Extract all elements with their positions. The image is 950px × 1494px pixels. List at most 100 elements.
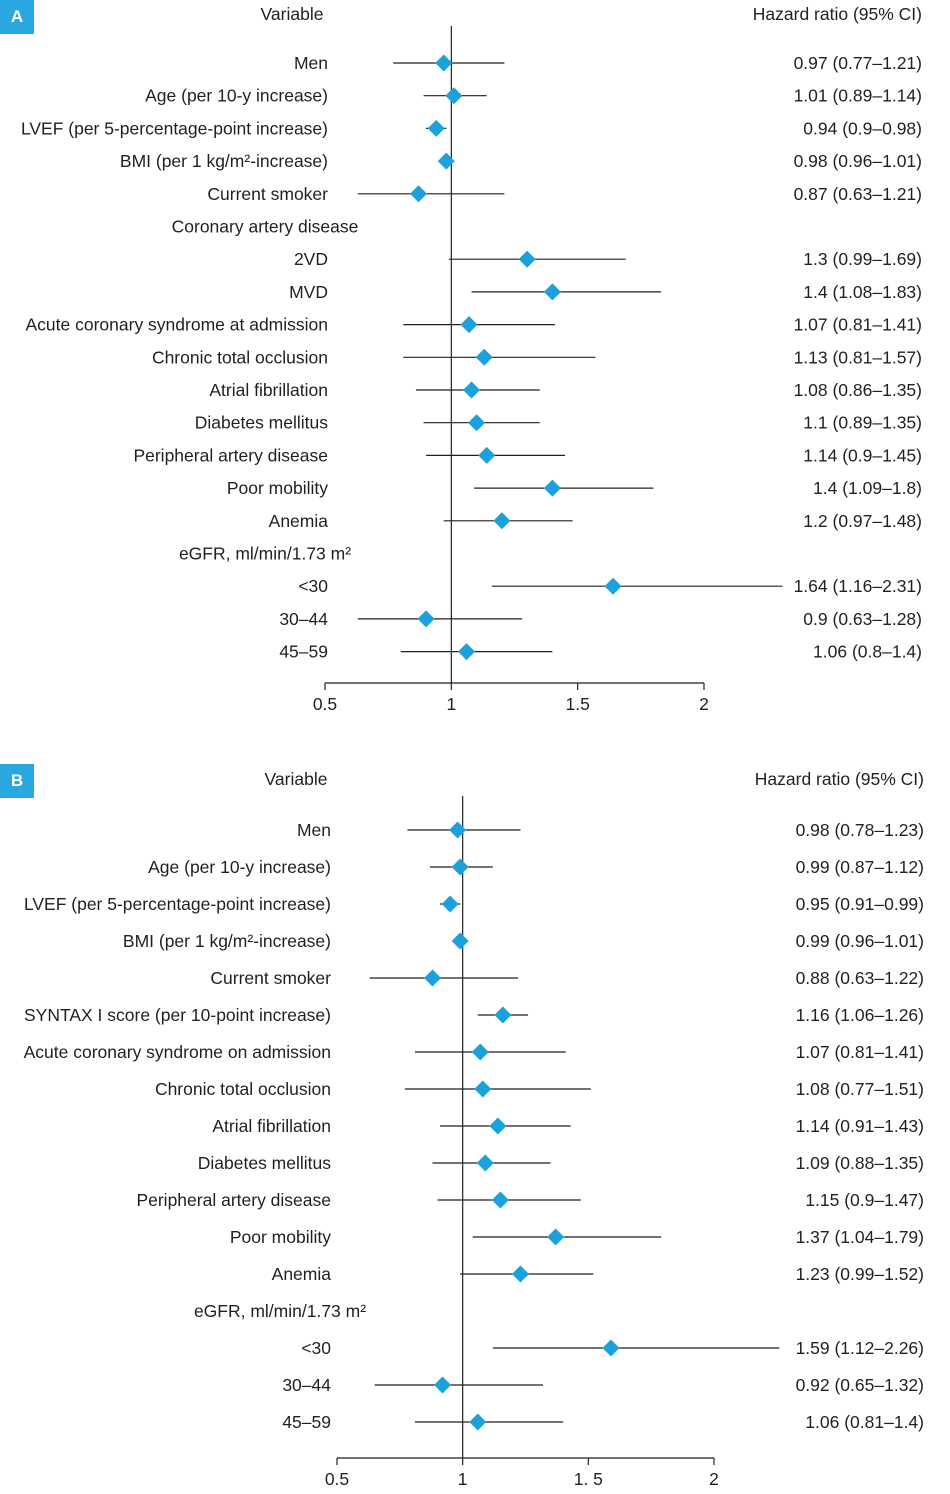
- row-label: Atrial fibrillation: [209, 380, 328, 400]
- hazard-ratio-marker: [474, 1080, 492, 1098]
- row-label: Current smoker: [207, 184, 328, 204]
- row-label: <30: [298, 576, 328, 596]
- hazard-ratio-value: 1.13 (0.81–1.57): [794, 347, 922, 367]
- hazard-ratio-marker: [417, 610, 435, 628]
- hazard-ratio-marker: [471, 1043, 489, 1061]
- hazard-ratio-value: 0.98 (0.78–1.23): [796, 820, 924, 840]
- column-header-hazard-ratio: Hazard ratio (95% CI): [755, 769, 924, 789]
- hazard-ratio-marker: [511, 1265, 529, 1283]
- hazard-ratio-value: 0.99 (0.96–1.01): [796, 931, 924, 951]
- row-label: Current smoker: [210, 968, 331, 988]
- hazard-ratio-value: 1.2 (0.97–1.48): [803, 511, 922, 531]
- row-label: SYNTAX I score (per 10-point increase): [24, 1005, 331, 1025]
- hazard-ratio-value: 1.15 (0.9–1.47): [805, 1190, 924, 1210]
- hazard-ratio-marker: [493, 512, 511, 530]
- hazard-ratio-marker: [451, 932, 469, 950]
- hazard-ratio-marker: [491, 1191, 509, 1209]
- hazard-ratio-value: 1.08 (0.86–1.35): [794, 380, 922, 400]
- row-label: BMI (per 1 kg/m²-increase): [123, 931, 331, 951]
- hazard-ratio-value: 1.01 (0.89–1.14): [794, 86, 922, 106]
- hazard-ratio-marker: [475, 348, 493, 366]
- row-label: BMI (per 1 kg/m²-increase): [120, 151, 328, 171]
- forest-plot-b: Variable Hazard ratio (95% CI) 0.5 1 1. 5 2 Me…: [24, 769, 924, 1489]
- row-label: LVEF (per 5-percentage-point increase): [24, 894, 331, 914]
- row-label: Age (per 10-y increase): [145, 86, 328, 106]
- hazard-ratio-marker: [424, 969, 442, 987]
- forest-plot-panel-a: A Variable Hazard ratio (95% CI) 0.5 1 1.5 2 M…: [0, 0, 950, 725]
- hazard-ratio-value: 1.06 (0.81–1.4): [805, 1412, 924, 1432]
- row-label: Poor mobility: [230, 1227, 331, 1247]
- row-label: Peripheral artery disease: [136, 1190, 331, 1210]
- hazard-ratio-value: 0.9 (0.63–1.28): [803, 609, 922, 629]
- hazard-ratio-value: 0.98 (0.96–1.01): [794, 151, 922, 171]
- hazard-ratio-value: 1.64 (1.16–2.31): [794, 576, 922, 596]
- x-tick-label: 1: [458, 1469, 468, 1489]
- hazard-ratio-value: 0.97 (0.77–1.21): [794, 53, 922, 73]
- group-header-label: eGFR, ml/min/1.73 m²: [179, 544, 351, 564]
- hazard-ratio-marker: [460, 316, 478, 334]
- hazard-ratio-value: 1.23 (0.99–1.52): [796, 1264, 924, 1284]
- hazard-ratio-marker: [437, 152, 455, 170]
- hazard-ratio-value: 1.09 (0.88–1.35): [796, 1153, 924, 1173]
- hazard-ratio-value: 1.14 (0.91–1.43): [796, 1116, 924, 1136]
- hazard-ratio-value: 1.08 (0.77–1.51): [796, 1079, 924, 1099]
- hazard-ratio-value: 1.59 (1.12–2.26): [796, 1338, 924, 1358]
- hazard-ratio-marker: [409, 185, 427, 203]
- row-label: Atrial fibrillation: [212, 1116, 331, 1136]
- hazard-ratio-value: 1.3 (0.99–1.69): [803, 249, 922, 269]
- hazard-ratio-value: 1.07 (0.81–1.41): [796, 1042, 924, 1062]
- hazard-ratio-marker: [451, 858, 469, 876]
- x-tick-label: 1.5: [566, 694, 590, 714]
- row-label: <30: [301, 1338, 331, 1358]
- hazard-ratio-marker: [604, 577, 622, 595]
- row-label: 30–44: [282, 1375, 331, 1395]
- panel-label-b: B: [0, 764, 34, 798]
- x-tick-label: 0.5: [325, 1469, 349, 1489]
- row-label: Chronic total occlusion: [152, 347, 328, 367]
- row-label: Chronic total occlusion: [155, 1079, 331, 1099]
- row-label: Poor mobility: [227, 478, 328, 498]
- hazard-ratio-marker: [449, 821, 467, 839]
- hazard-ratio-marker: [469, 1413, 487, 1431]
- hazard-ratio-value: 0.99 (0.87–1.12): [796, 857, 924, 877]
- hazard-ratio-marker: [441, 895, 459, 913]
- row-label: Diabetes mellitus: [195, 413, 328, 433]
- hazard-ratio-marker: [463, 381, 481, 399]
- column-header-variable: Variable: [261, 4, 324, 24]
- panel-label-a: A: [0, 0, 34, 34]
- hazard-ratio-value: 1.06 (0.8–1.4): [813, 642, 922, 662]
- forest-plot-a: Variable Hazard ratio (95% CI) 0.5 1 1.5 2 Men…: [21, 4, 922, 714]
- x-tick-label: 0.5: [313, 694, 337, 714]
- row-label: Diabetes mellitus: [198, 1153, 331, 1173]
- hazard-ratio-marker: [457, 643, 475, 661]
- group-header-label: Coronary artery disease: [172, 217, 359, 237]
- x-tick-label: 2: [709, 1469, 719, 1489]
- row-label: Men: [294, 53, 328, 73]
- row-label: Anemia: [269, 511, 329, 531]
- hazard-ratio-value: 0.92 (0.65–1.32): [796, 1375, 924, 1395]
- hazard-ratio-value: 0.87 (0.63–1.21): [794, 184, 922, 204]
- row-label: 45–59: [282, 1412, 331, 1432]
- row-label: Peripheral artery disease: [133, 445, 328, 465]
- row-label: Age (per 10-y increase): [148, 857, 331, 877]
- group-header-label: eGFR, ml/min/1.73 m²: [194, 1301, 366, 1321]
- row-label: 30–44: [279, 609, 328, 629]
- hazard-ratio-value: 1.4 (1.09–1.8): [813, 478, 922, 498]
- hazard-ratio-value: 1.14 (0.9–1.45): [803, 445, 922, 465]
- hazard-ratio-value: 1.37 (1.04–1.79): [796, 1227, 924, 1247]
- hazard-ratio-marker: [427, 119, 445, 137]
- row-label: LVEF (per 5-percentage-point increase): [21, 118, 328, 138]
- hazard-ratio-value: 1.1 (0.89–1.35): [803, 413, 922, 433]
- row-label: 2VD: [294, 249, 328, 269]
- column-header-variable: Variable: [265, 769, 328, 789]
- hazard-ratio-marker: [518, 250, 536, 268]
- row-label: MVD: [289, 282, 328, 302]
- hazard-ratio-value: 1.4 (1.08–1.83): [803, 282, 922, 302]
- row-label: 45–59: [279, 642, 328, 662]
- hazard-ratio-marker: [476, 1154, 494, 1172]
- x-tick-label: 1: [446, 694, 456, 714]
- x-tick-label: 2: [699, 694, 709, 714]
- hazard-ratio-marker: [543, 479, 561, 497]
- hazard-ratio-marker: [434, 1376, 452, 1394]
- hazard-ratio-marker: [489, 1117, 507, 1135]
